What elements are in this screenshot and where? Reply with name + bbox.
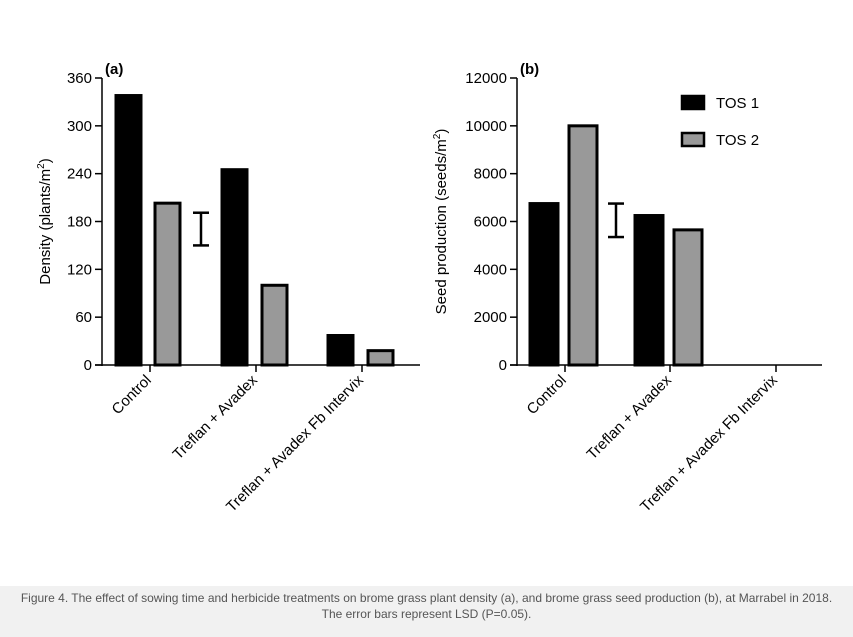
bar-tos2-0 xyxy=(153,201,182,367)
y-axis-title: Seed production (seeds/m2) xyxy=(432,129,450,315)
chart-area: 0 60 120 180 240 300 360 Control Treflan + Avade… xyxy=(36,61,822,516)
bar-tos1-1 xyxy=(633,214,665,367)
bar-tos2-1 xyxy=(672,228,704,367)
chart-panel-a: 0 60 120 180 240 300 360 Control Treflan + Avade… xyxy=(36,61,420,516)
y-axis-title-text: Seed production (seeds/m xyxy=(433,139,450,314)
lsd-error-bar xyxy=(608,202,624,239)
bar-tos2-2 xyxy=(366,349,395,367)
panel-label: (a) xyxy=(105,61,123,78)
chart-panel-b: 0 2000 4000 6000 8000 10000 12000 Control Trefla… xyxy=(432,61,822,516)
bar-tos2-1 xyxy=(260,283,289,367)
bar-tos1-0 xyxy=(114,94,143,367)
y-tick-label: 120 xyxy=(67,261,92,278)
y-tick-label: 60 xyxy=(75,309,92,326)
panel-label: (b) xyxy=(520,61,539,78)
y-tick-label: 0 xyxy=(84,357,92,374)
legend-label: TOS 1 xyxy=(716,95,759,112)
y-tick-label: 360 xyxy=(67,70,92,87)
y-axis-title-superscript: 2 xyxy=(432,133,443,139)
y-tick-label: 10000 xyxy=(465,118,507,135)
y-tick-label: 300 xyxy=(67,118,92,135)
y-tick-label: 240 xyxy=(67,166,92,183)
y-axis-title-end: ) xyxy=(433,129,450,134)
lsd-error-bar xyxy=(193,211,209,247)
y-axis-title-end: ) xyxy=(37,158,54,163)
figure-caption: Figure 4. The effect of sowing time and … xyxy=(20,591,833,621)
category-label: Control xyxy=(109,372,155,418)
category-label: Treflan + Avadex xyxy=(584,371,676,463)
bar-tos1-2 xyxy=(326,334,355,367)
y-tick-label: 2000 xyxy=(474,309,507,326)
category-label: Control xyxy=(524,372,570,418)
legend-swatch-tos1 xyxy=(680,94,706,111)
bar-tos2-0 xyxy=(567,124,599,367)
y-tick-label: 4000 xyxy=(474,261,507,278)
legend: TOS 1 TOS 2 xyxy=(680,94,759,149)
y-axis-title-superscript: 2 xyxy=(36,163,47,169)
y-axis-title: Density (plants/m2) xyxy=(36,158,54,284)
bar-tos1-1 xyxy=(220,168,249,367)
category-label: Treflan + Avadex xyxy=(170,371,262,463)
bar-tos1-0 xyxy=(528,202,560,367)
y-axis-title-text: Density (plants/m xyxy=(37,169,54,285)
y-tick-label: 8000 xyxy=(474,166,507,183)
y-tick-label: 180 xyxy=(67,214,92,231)
caption-box: Figure 4. The effect of sowing time and … xyxy=(0,586,853,637)
legend-swatch-tos2 xyxy=(680,131,706,148)
y-tick-label: 0 xyxy=(499,357,507,374)
legend-label: TOS 2 xyxy=(716,132,759,149)
y-tick-label: 12000 xyxy=(465,70,507,87)
y-tick-label: 6000 xyxy=(474,214,507,231)
